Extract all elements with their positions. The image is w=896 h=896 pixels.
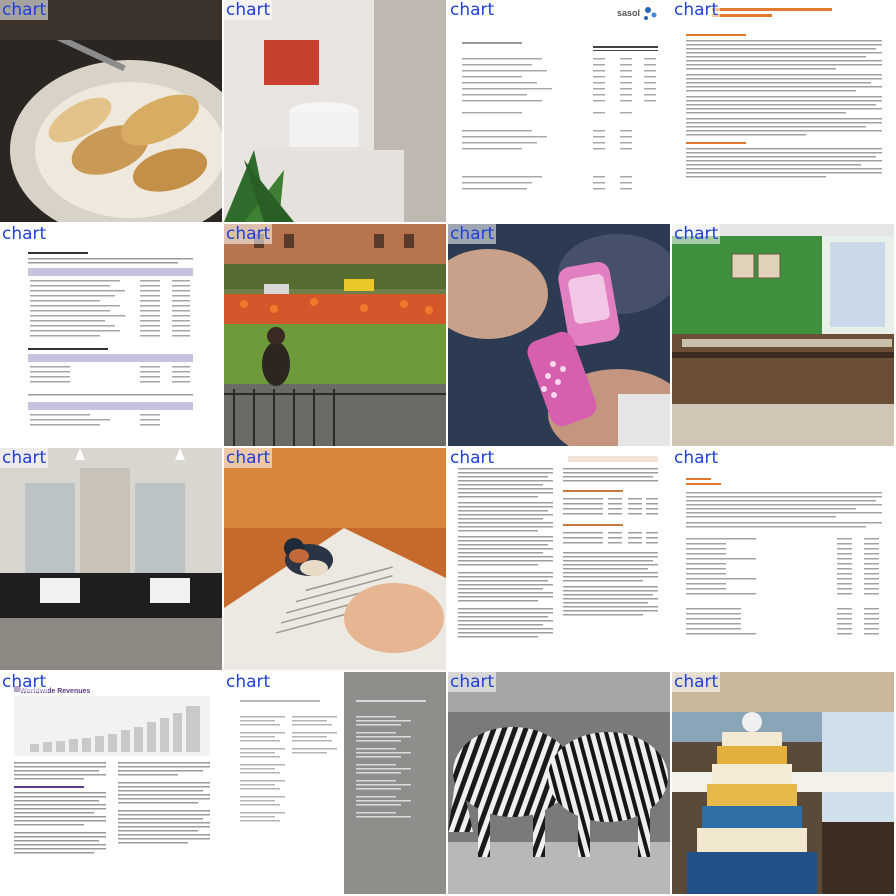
- tile-green-room[interactable]: chart: [672, 224, 894, 446]
- options-page-image: [672, 448, 894, 670]
- tile-bathroom-sink[interactable]: chart: [224, 0, 446, 222]
- text-page-image: [672, 0, 894, 222]
- tile-cake-banquet[interactable]: chart: [672, 672, 894, 894]
- tile-bird-on-book[interactable]: chart: [224, 448, 446, 670]
- room-image: [672, 224, 894, 446]
- tile-bathroom-mirrors[interactable]: chart: [0, 448, 222, 670]
- revenue-page-image: Worldwide Revenues: [0, 672, 222, 894]
- tile-label: chart: [224, 224, 273, 244]
- two-column-page-image: [448, 448, 670, 670]
- tile-label: chart: [224, 448, 273, 468]
- tile-pink-phone[interactable]: chart: [448, 224, 670, 446]
- report-page-image: sasol: [448, 0, 670, 222]
- tile-label: chart: [672, 0, 721, 20]
- sasol-logo: sasol: [616, 8, 640, 18]
- tile-label: chart: [448, 224, 497, 244]
- tile-stock-plan-text[interactable]: chart: [448, 448, 670, 670]
- tables-page-image: [0, 224, 222, 446]
- tile-label: chart: [672, 448, 721, 468]
- tile-label: chart: [448, 448, 497, 468]
- tile-label: chart: [448, 0, 497, 20]
- tile-label: chart: [0, 224, 49, 244]
- tile-bread-plate[interactable]: chart: [0, 0, 222, 222]
- bathroom-sink-image: [224, 0, 446, 222]
- park-image: [224, 224, 446, 446]
- bird-book-image: [224, 448, 446, 670]
- cake-image: [672, 672, 894, 894]
- revenue-heading: Worldwide Revenues: [20, 688, 91, 695]
- directors-page-image: [224, 672, 446, 894]
- phone-image: [448, 224, 670, 446]
- tile-label: chart: [0, 0, 49, 20]
- tile-directors-info[interactable]: chart: [224, 672, 446, 894]
- tile-options-table[interactable]: chart: [672, 448, 894, 670]
- tile-label: chart: [672, 224, 721, 244]
- tile-label: chart: [672, 672, 721, 692]
- zebras-image: [448, 672, 670, 894]
- tile-label: chart: [0, 448, 49, 468]
- tile-zebras[interactable]: chart: [448, 672, 670, 894]
- tile-label: chart: [448, 672, 497, 692]
- tile-park[interactable]: chart: [224, 224, 446, 446]
- tile-revenue-chart[interactable]: chart Worldwide Revenues: [0, 672, 222, 894]
- tile-sasol-report[interactable]: chart sasol: [448, 0, 670, 222]
- mirrors-image: [0, 448, 222, 670]
- tile-shareholder-tables[interactable]: chart: [0, 224, 222, 446]
- logo-mark-icon: [644, 7, 657, 20]
- tile-label: chart: [0, 672, 49, 692]
- tile-label: chart: [224, 672, 273, 692]
- bread-plate-image: [0, 0, 222, 222]
- tile-annual-report-text[interactable]: chart: [672, 0, 894, 222]
- tile-label: chart: [224, 0, 273, 20]
